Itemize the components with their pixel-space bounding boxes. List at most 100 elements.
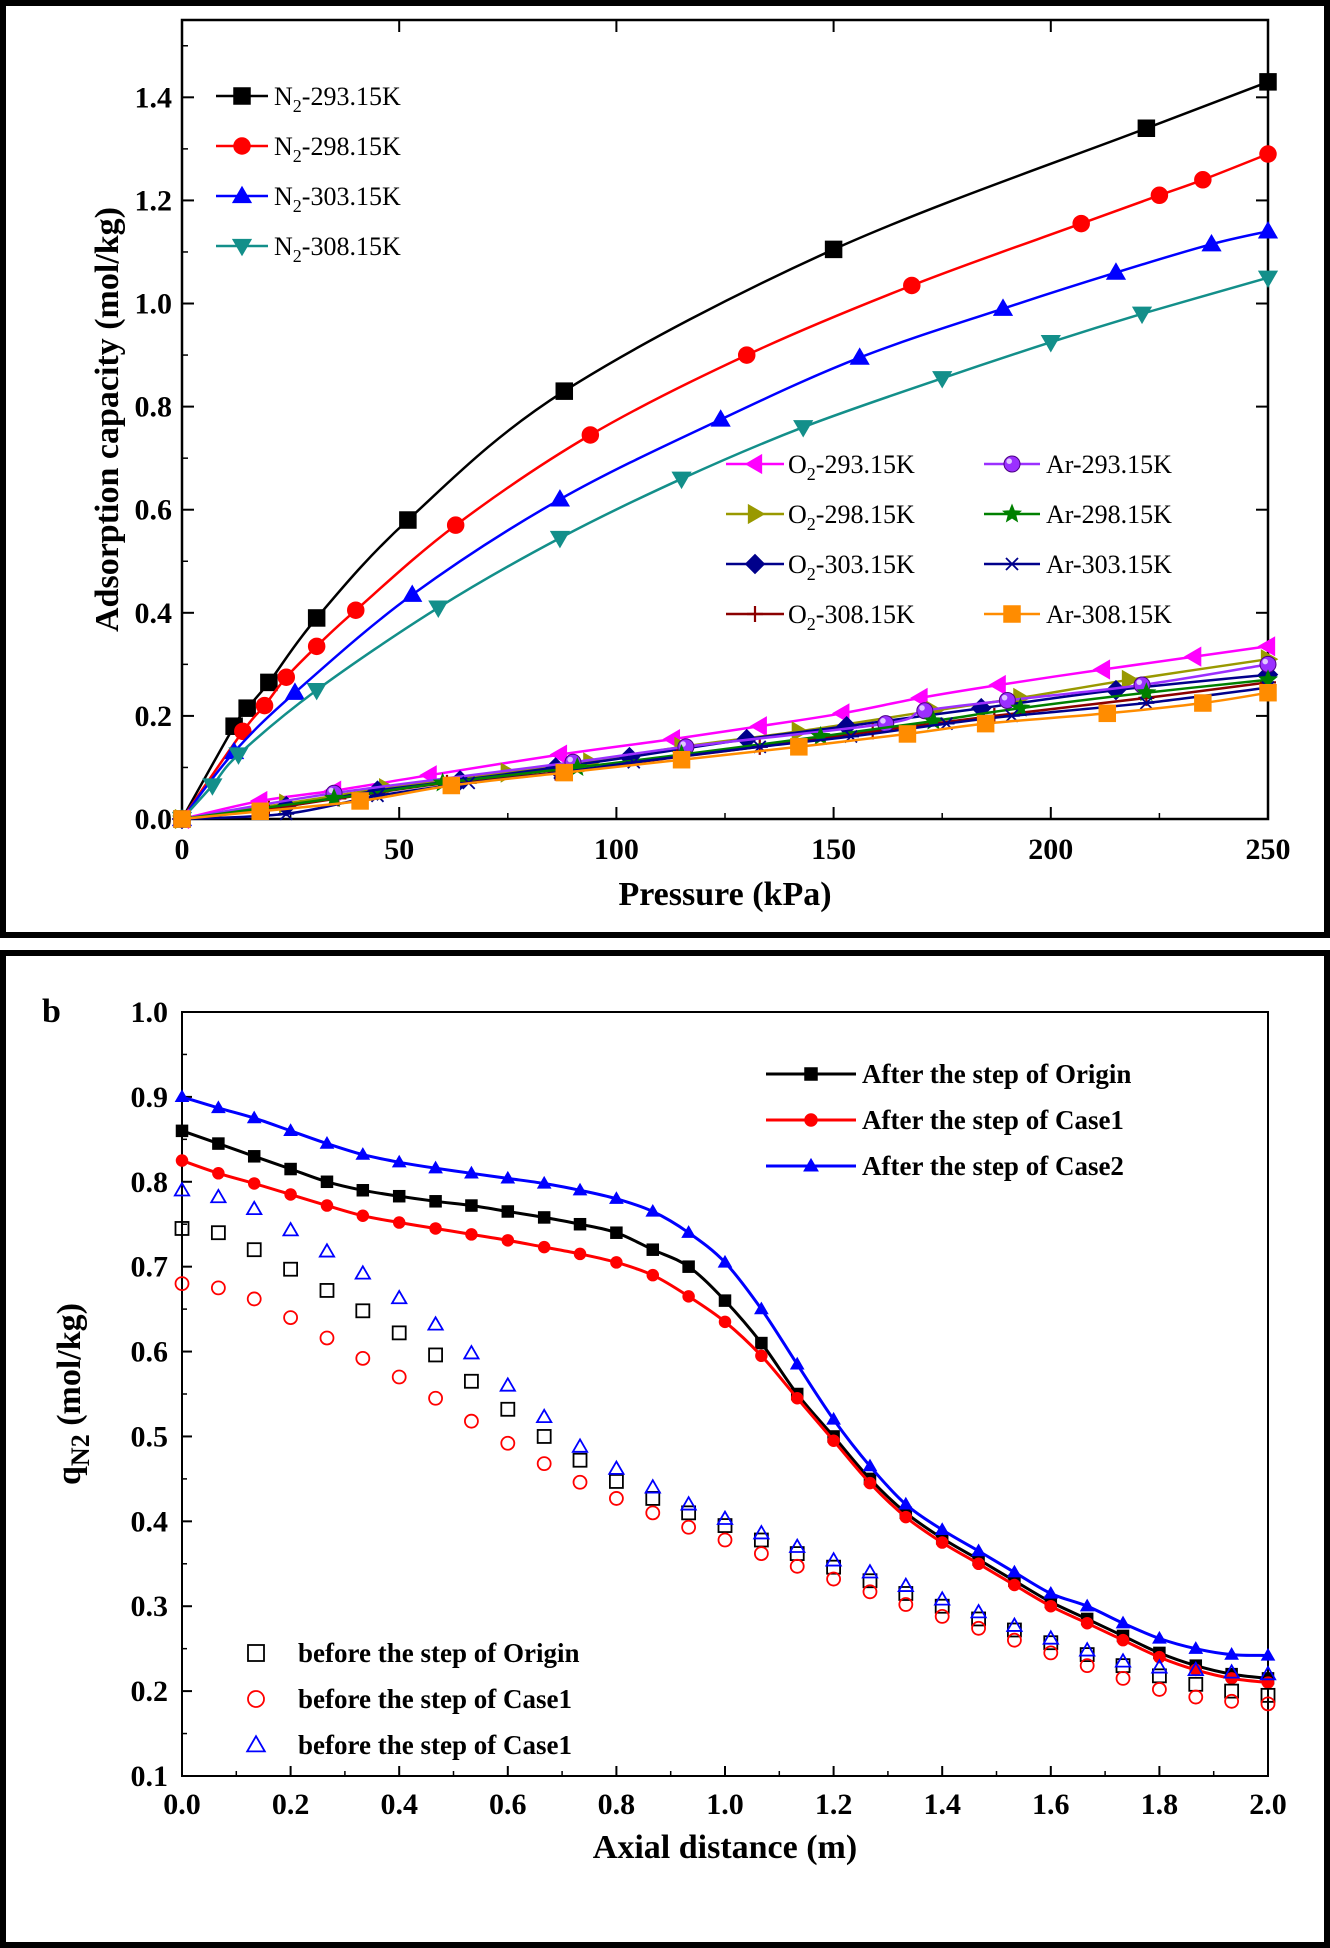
data-point-before-the-step-of-case1-0000ff <box>679 1495 698 1511</box>
data-point-before-the-step-of-origin-000000 <box>464 1373 479 1389</box>
data-point-after-the-step-of-case2-0000ff <box>645 1203 661 1217</box>
x-tick-label-b: 0.8 <box>598 1788 636 1821</box>
x-tick-label-b: 1.4 <box>923 1788 961 1821</box>
data-point-before-the-step-of-case1-0000ff <box>173 1181 191 1197</box>
data-point-n2-308-15k <box>793 420 814 438</box>
data-point-before-the-step-of-origin-000000 <box>1152 1668 1167 1684</box>
data-point-before-the-step-of-case1-0000ff <box>1150 1658 1169 1674</box>
data-point-before-the-step-of-case1-ff0000 <box>355 1350 371 1366</box>
data-point-ar-298-15k <box>1136 682 1157 702</box>
data-point-after-the-step-of-case2-0000ff <box>174 1089 190 1103</box>
data-point-ar-308-15k <box>442 776 461 795</box>
data-point-before-the-step-of-case1-0000ff <box>318 1242 336 1258</box>
profile-chart: 0.0 0.2 0.4 0.6 0.8 1.0 1.2 1.4 1.6 1.8 2.0 0.1 0.2 0… <box>42 993 1287 1866</box>
data-point-before-the-step-of-origin-000000 <box>246 1242 262 1258</box>
data-point-after-the-step-of-origin-000000 <box>610 1226 623 1239</box>
legend-marker-after-the-step-of-case2-0000ff <box>803 1157 819 1172</box>
data-point-before-the-step-of-case1-ff0000 <box>1224 1693 1240 1709</box>
y-axis-label-a: Adsorption capacity (mol/kg) <box>89 207 126 632</box>
legend-label-o2-298-15k: O2-298.15K <box>788 500 915 534</box>
data-point-before-the-step-of-case1-0000ff <box>861 1563 879 1579</box>
data-point-ar-293-15k-highlight <box>919 705 925 711</box>
data-point-after-the-step-of-origin-000000 <box>682 1260 695 1273</box>
data-point-n2-298-15k <box>277 668 296 686</box>
data-point-o2-293-15k <box>988 674 1006 696</box>
data-point-before-the-step-of-origin-000000 <box>1188 1676 1204 1692</box>
data-point-after-the-step-of-case1-ff0000 <box>175 1154 189 1167</box>
legend-label-ar-298-15k: Ar-298.15K <box>1046 500 1172 529</box>
data-point-after-the-step-of-case1-ff0000 <box>718 1315 732 1329</box>
data-point-after-the-step-of-case2-0000ff <box>211 1100 226 1114</box>
data-point-before-the-step-of-case1-0000ff <box>245 1199 263 1216</box>
data-point-after-the-step-of-origin-000000 <box>573 1217 587 1231</box>
data-point-after-the-step-of-case2-0000ff <box>754 1301 769 1315</box>
data-point-n2-303-15k <box>849 347 870 365</box>
data-point-before-the-step-of-case1-0000ff <box>571 1437 589 1453</box>
data-point-after-the-step-of-origin-000000 <box>537 1211 551 1224</box>
data-point-after-the-step-of-case2-0000ff <box>283 1123 298 1136</box>
data-point-before-the-step-of-case1-ff0000 <box>319 1330 335 1346</box>
data-point-after-the-step-of-case2-0000ff <box>464 1165 479 1179</box>
series-line-ar-293-15k <box>181 663 1269 821</box>
y-tick-label-a: 1.4 <box>135 81 173 114</box>
legend-label-n2-303-15k: N2-303.15K <box>274 182 401 216</box>
legend-marker-before-the-step-of-case1-0000ff <box>245 1734 267 1753</box>
data-point-after-the-step-of-origin-000000 <box>718 1294 732 1307</box>
y-tick-label-b: 0.6 <box>131 1336 169 1369</box>
data-point-before-the-step-of-origin-000000 <box>934 1598 950 1614</box>
data-point-n2-293-15k <box>260 673 278 692</box>
data-point-before-the-step-of-origin-000000 <box>319 1283 335 1298</box>
data-point-ar-293-15k-highlight <box>567 756 573 763</box>
data-point-before-the-step-of-case1-0000ff <box>752 1524 771 1540</box>
data-point-before-the-step-of-origin-000000 <box>428 1347 443 1363</box>
legend-label-before-the-step-of-case1-0000ff: before the step of Case1 <box>298 1730 572 1760</box>
legend-marker-n2-298-15k <box>233 137 251 155</box>
data-point-n2-303-15k <box>1105 262 1127 280</box>
legend-label-o2-293-15k: O2-293.15K <box>788 450 915 484</box>
legend-label-after-the-step-of-case1-ff0000: After the step of Case1 <box>862 1105 1124 1135</box>
data-point-before-the-step-of-case1-ff0000 <box>898 1597 914 1612</box>
legend-a: N2-293.15K N2-298.15K N2-303.15K N2-308.15K… <box>216 82 1172 634</box>
legend-marker-ar-308-15k <box>1003 605 1021 623</box>
data-point-before-the-step-of-case1-0000ff <box>499 1376 517 1392</box>
data-point-ar-308-15k <box>1098 704 1117 723</box>
data-point-before-the-step-of-case1-ff0000 <box>283 1310 299 1326</box>
data-point-before-the-step-of-origin-000000 <box>1224 1683 1240 1699</box>
data-point-n2-293-15k <box>399 511 417 529</box>
legend-marker-n2-293-15k <box>233 87 251 105</box>
legend-label-ar-303-15k: Ar-303.15K <box>1046 550 1172 579</box>
data-point-before-the-step-of-case1-ff0000 <box>681 1519 697 1535</box>
data-point-after-the-step-of-case1-ff0000 <box>1008 1578 1021 1592</box>
x-tick-label-b: 1.2 <box>815 1788 853 1821</box>
data-point-before-the-step-of-case1-0000ff <box>390 1289 408 1305</box>
series-line-ar-298-15k <box>181 678 1269 821</box>
data-point-before-the-step-of-case1-0000ff <box>933 1590 951 1606</box>
legend-marker-o2-293-15k <box>744 453 763 475</box>
series-line-after-the-step-of-case1-ff0000 <box>181 1159 1269 1685</box>
y-tick-label-a: 0.8 <box>135 391 173 424</box>
plot-area-a <box>171 73 1279 830</box>
x-tick-label-b: 1.8 <box>1141 1788 1179 1821</box>
data-point-before-the-step-of-case1-0000ff <box>969 1603 988 1619</box>
data-point-before-the-step-of-origin-000000 <box>645 1491 661 1506</box>
data-point-o2-293-15k <box>1257 636 1276 657</box>
data-point-before-the-step-of-origin-000000 <box>898 1586 914 1601</box>
x-tick-label-a: 150 <box>811 833 856 866</box>
data-point-after-the-step-of-case1-ff0000 <box>247 1177 261 1190</box>
data-point-n2-308-15k <box>202 778 223 796</box>
data-point-before-the-step-of-case1-0000ff <box>1259 1665 1277 1681</box>
data-point-n2-298-15k <box>1194 171 1212 189</box>
data-point-before-the-step-of-case1-ff0000 <box>391 1369 407 1385</box>
legend-label-o2-308-15k: O2-308.15K <box>788 600 915 634</box>
data-point-after-the-step-of-case2-0000ff <box>1115 1615 1131 1629</box>
data-point-after-the-step-of-case1-ff0000 <box>646 1268 660 1282</box>
data-point-ar-308-15k <box>251 802 269 821</box>
legend-marker-before-the-step-of-origin-000000 <box>247 1644 265 1662</box>
data-point-before-the-step-of-case1-ff0000 <box>246 1291 262 1307</box>
data-point-before-the-step-of-origin-000000 <box>210 1225 226 1241</box>
data-point-before-the-step-of-case1-ff0000 <box>1043 1645 1059 1661</box>
data-point-after-the-step-of-case2-0000ff <box>428 1160 443 1174</box>
data-point-after-the-step-of-case1-ff0000 <box>827 1434 840 1447</box>
data-point-before-the-step-of-case1-0000ff <box>354 1264 372 1280</box>
legend-marker-o2-303-15k <box>744 553 766 575</box>
